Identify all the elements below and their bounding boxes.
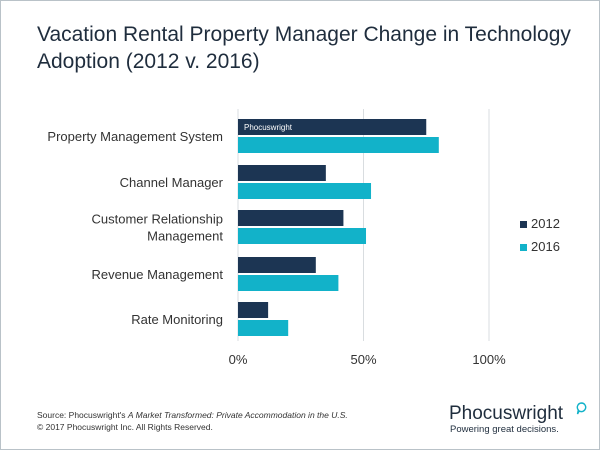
bar-2016-2 bbox=[238, 228, 367, 244]
category-label: Channel Manager bbox=[120, 175, 224, 190]
bar-2012-0 bbox=[238, 119, 427, 135]
source-title: A Market Transformed: Private Accommodat… bbox=[127, 410, 348, 420]
category-label: Management bbox=[147, 229, 223, 244]
category-label: Customer Relationship bbox=[91, 212, 223, 227]
bar-2016-3 bbox=[238, 275, 339, 291]
watermark-text: Phocuswright bbox=[244, 123, 293, 132]
chart-title-line-1: Vacation Rental Property Manager Change … bbox=[37, 23, 571, 46]
category-label: Property Management System bbox=[47, 129, 223, 144]
x-tick-label: 100% bbox=[472, 352, 506, 367]
legend-swatch-2012 bbox=[520, 221, 527, 228]
copyright-line: © 2017 Phocuswright Inc. All Rights Rese… bbox=[37, 422, 213, 432]
chart-title-line-2: Adoption (2012 v. 2016) bbox=[37, 50, 260, 73]
legend-label-2016: 2016 bbox=[531, 239, 560, 254]
bar-2012-2 bbox=[238, 210, 344, 226]
source-note: Source: Phocuswright's A Market Transfor… bbox=[37, 409, 348, 433]
speech-bubble-icon bbox=[576, 402, 587, 415]
brand-name: Phocuswright bbox=[449, 403, 564, 424]
chart-title: Vacation Rental Property Manager Change … bbox=[37, 21, 577, 75]
bar-2016-1 bbox=[238, 183, 372, 199]
x-tick-label: 0% bbox=[229, 352, 248, 367]
source-prefix: Source: Phocuswright's bbox=[37, 410, 128, 420]
bar-2012-4 bbox=[238, 302, 269, 318]
bar-2016-4 bbox=[238, 320, 289, 336]
legend-swatch-2016 bbox=[520, 244, 527, 251]
bar-2012-3 bbox=[238, 257, 316, 273]
category-label: Revenue Management bbox=[91, 267, 223, 282]
bar-2012-1 bbox=[238, 165, 326, 181]
x-tick-label: 50% bbox=[350, 352, 376, 367]
brand-tagline: Powering great decisions. bbox=[450, 424, 559, 435]
brand-logo: Phocuswright Powering great decisions. bbox=[449, 402, 589, 436]
category-label: Rate Monitoring bbox=[131, 312, 223, 327]
legend-label-2012: 2012 bbox=[531, 216, 560, 231]
source-line: Source: Phocuswright's A Market Transfor… bbox=[37, 409, 348, 421]
bar-2016-0 bbox=[238, 137, 439, 153]
